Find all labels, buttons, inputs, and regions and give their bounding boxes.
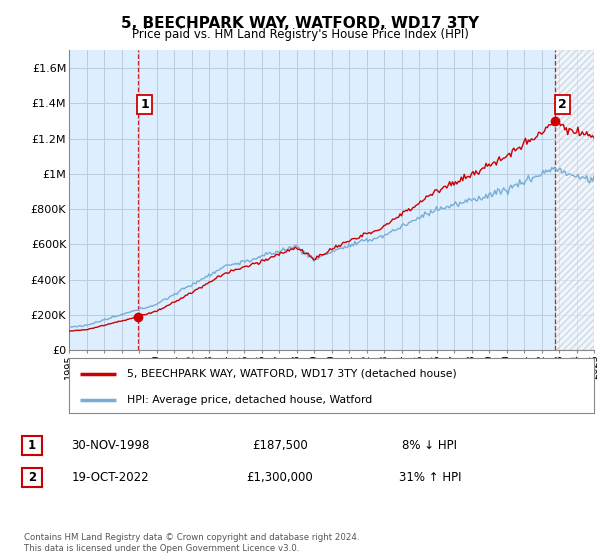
Text: 1: 1 — [28, 440, 36, 452]
Text: 30-NOV-1998: 30-NOV-1998 — [71, 440, 149, 452]
Text: 2: 2 — [558, 98, 567, 111]
Text: 2: 2 — [28, 471, 36, 484]
Bar — [556, 50, 594, 350]
Text: 1: 1 — [140, 98, 149, 111]
Bar — [22, 468, 42, 487]
Text: Price paid vs. HM Land Registry's House Price Index (HPI): Price paid vs. HM Land Registry's House … — [131, 28, 469, 41]
Text: HPI: Average price, detached house, Watford: HPI: Average price, detached house, Watf… — [127, 395, 372, 404]
Text: £187,500: £187,500 — [252, 440, 308, 452]
Text: Contains HM Land Registry data © Crown copyright and database right 2024.
This d: Contains HM Land Registry data © Crown c… — [24, 533, 359, 553]
Bar — [22, 436, 42, 455]
Text: 5, BEECHPARK WAY, WATFORD, WD17 3TY (detached house): 5, BEECHPARK WAY, WATFORD, WD17 3TY (det… — [127, 369, 457, 379]
Text: 5, BEECHPARK WAY, WATFORD, WD17 3TY: 5, BEECHPARK WAY, WATFORD, WD17 3TY — [121, 16, 479, 31]
Text: 31% ↑ HPI: 31% ↑ HPI — [399, 471, 461, 484]
Text: 19-OCT-2022: 19-OCT-2022 — [71, 471, 149, 484]
Text: 8% ↓ HPI: 8% ↓ HPI — [403, 440, 458, 452]
Text: £1,300,000: £1,300,000 — [247, 471, 313, 484]
